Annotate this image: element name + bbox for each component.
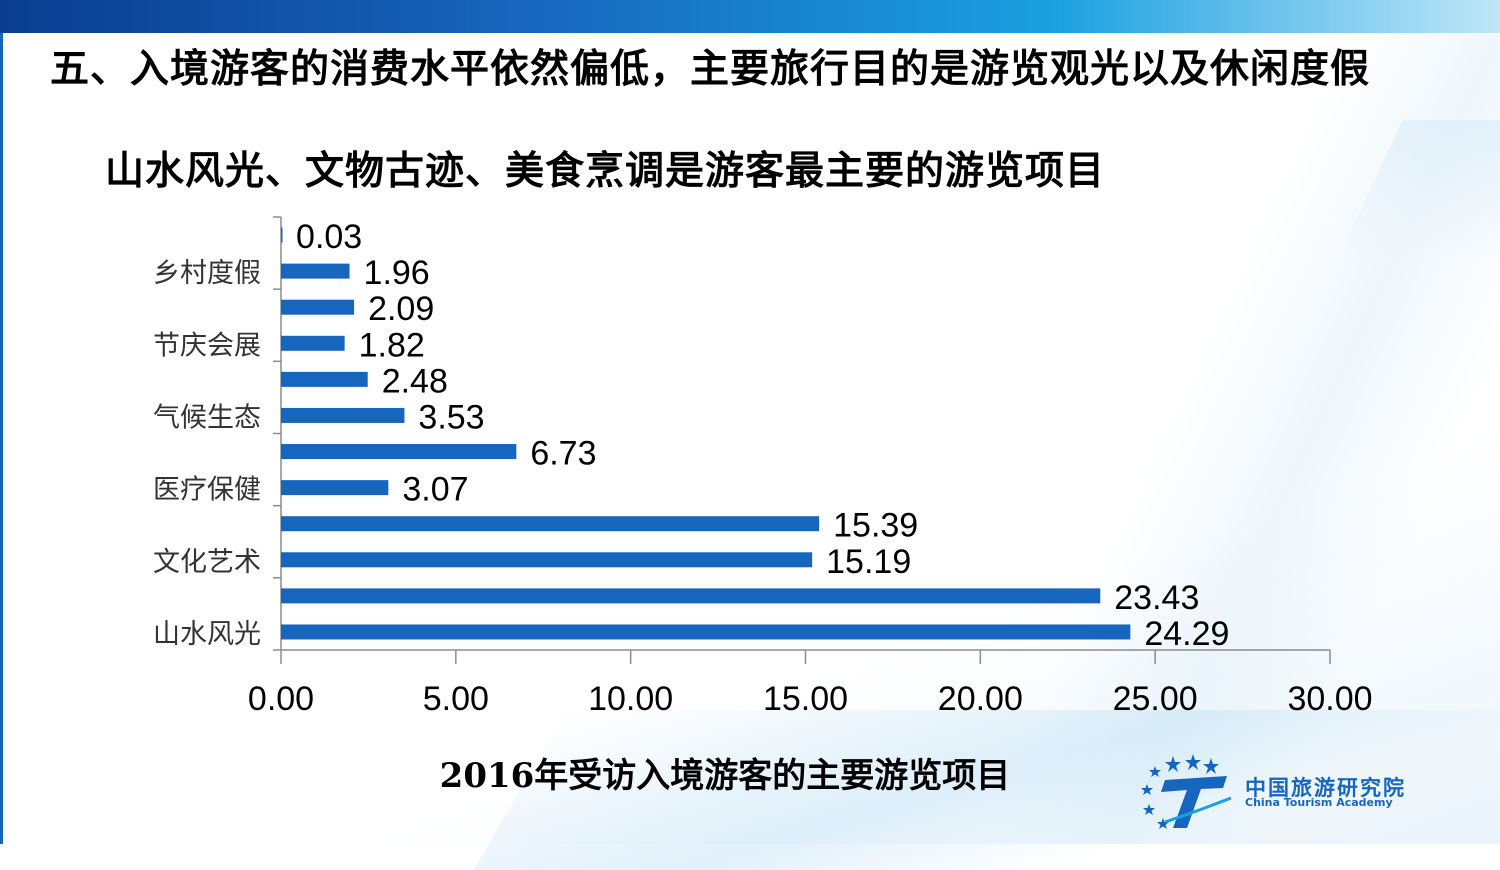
bar	[281, 444, 517, 460]
x-tick-label: 5.00	[423, 680, 489, 718]
bar	[281, 263, 350, 279]
category-label: 乡村度假	[153, 258, 261, 289]
data-label: 1.82	[359, 326, 425, 364]
data-label: 3.53	[418, 398, 484, 436]
category-label: 文化艺术	[153, 547, 261, 578]
data-label: 1.96	[364, 254, 430, 292]
x-tick-label: 10.00	[588, 680, 673, 718]
header-band	[0, 0, 1500, 33]
category-label: 医疗保健	[153, 475, 261, 506]
data-label: 2.48	[382, 362, 448, 400]
logo-chinese-name: 中国旅游研究院	[1245, 776, 1406, 800]
data-label: 15.19	[826, 543, 911, 581]
slide-subtitle: 山水风光、文物古迹、美食烹调是游客最主要的游览项目	[105, 149, 1106, 194]
x-tick-label: 0.00	[248, 680, 314, 718]
bar	[281, 371, 368, 387]
bar	[281, 480, 389, 496]
slide-title: 五、入境游客的消费水平依然偏低，主要旅行目的是游览观光以及休闲度假	[50, 47, 1371, 92]
bar	[281, 227, 283, 243]
logo-english-name: China Tourism Academy	[1245, 796, 1393, 809]
bar-chart: 0.00 5.00 10.00 15.00 20.00 25.00 30.00 0.031.9…	[153, 216, 1373, 718]
x-tick-label: 25.00	[1113, 680, 1198, 718]
bar	[281, 624, 1131, 640]
x-tick-label: 15.00	[763, 680, 848, 718]
x-tick-label: 20.00	[938, 680, 1023, 718]
logo-mark-icon	[1141, 754, 1232, 829]
data-label: 2.09	[368, 290, 434, 328]
bar	[281, 299, 355, 315]
academy-logo: 中国旅游研究院 China Tourism Academy	[1135, 752, 1445, 832]
data-label: 0.03	[296, 218, 362, 256]
category-label: 山水风光	[153, 619, 261, 650]
bar	[281, 335, 345, 351]
x-tick-label: 30.00	[1287, 680, 1372, 718]
chart-title: 2016年受访入境游客的主要游览项目	[439, 756, 1011, 796]
bar	[281, 407, 405, 423]
data-label: 15.39	[833, 507, 918, 545]
left-rule	[0, 33, 3, 844]
slide-background	[0, 0, 1500, 844]
bar	[281, 552, 813, 568]
data-label: 24.29	[1144, 615, 1229, 653]
data-label: 3.07	[402, 471, 468, 509]
bar	[281, 516, 820, 532]
category-label: 气候生态	[153, 402, 261, 433]
data-label: 6.73	[530, 435, 596, 473]
bar	[281, 588, 1101, 604]
data-label: 23.43	[1114, 579, 1199, 617]
category-label: 节庆会展	[153, 330, 261, 361]
